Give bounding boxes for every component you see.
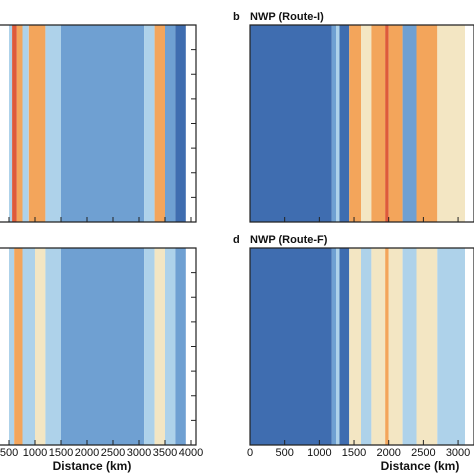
panel-c-band-9 <box>175 248 186 445</box>
panel-b-band-6 <box>371 25 386 222</box>
panel-c-xtick-label-7: 4000 <box>179 447 203 459</box>
panel-b-heatmap <box>249 24 474 223</box>
panel-b-band-5 <box>361 25 372 222</box>
panel-c-band-6 <box>144 248 155 445</box>
panel-d-xtick-label-1: 500 <box>275 447 293 459</box>
panel-b-band-0 <box>250 25 332 222</box>
panel-a-band-0 <box>9 25 13 222</box>
panel-c-xtick-label-5: 3000 <box>127 447 151 459</box>
panel-b-band-7 <box>385 25 389 222</box>
panel-d-band-11 <box>437 248 465 445</box>
panel-b-band-8 <box>388 25 403 222</box>
panel-b-band-2 <box>336 25 340 222</box>
panel-d-band-3 <box>339 248 350 445</box>
panel-a-band-5 <box>45 25 61 222</box>
panel-d-letter: d <box>233 234 240 246</box>
panel-c-band-3 <box>35 248 46 445</box>
panel-a-band-4 <box>28 25 46 222</box>
panel-d-band-6 <box>371 248 386 445</box>
panel-c-band-0 <box>9 248 15 445</box>
panel-b-band-11 <box>437 25 465 222</box>
panel-a-band-6 <box>61 25 145 222</box>
panel-a-band-2 <box>16 25 23 222</box>
panel-c-band-7 <box>154 248 165 445</box>
panel-c-band-4 <box>45 248 61 445</box>
panel-a-band-3 <box>22 25 29 222</box>
panel-c-band-2 <box>22 248 35 445</box>
panel-d-band-0 <box>250 248 332 445</box>
x-axis-label-right: Distance (km) <box>381 459 460 473</box>
panel-d-band-7 <box>385 248 389 445</box>
panel-c-xtick-label-4: 2500 <box>101 447 125 459</box>
panel-c-band-5 <box>61 248 145 445</box>
panel-d-band-1 <box>331 248 336 445</box>
panel-c-xtick-label-0: 500 <box>0 447 18 459</box>
panel-d-xtick-label-0: 0 <box>247 447 253 459</box>
panel-d-band-5 <box>361 248 372 445</box>
panel-a-heatmap <box>0 24 197 223</box>
panel-b-band-4 <box>349 25 361 222</box>
panel-b-letter: b <box>233 11 240 23</box>
panel-c-heatmap: 500 1000 1500 2000 2500 3000 3500 4000 <box>0 247 203 459</box>
panel-a-band-7 <box>144 25 155 222</box>
panel-b-band-3 <box>339 25 350 222</box>
panel-d-title: NWP (Route-F) <box>250 234 328 246</box>
panel-d-band-4 <box>349 248 361 445</box>
panel-c-xtick-label-3: 2000 <box>75 447 99 459</box>
panel-d-band-9 <box>402 248 417 445</box>
panel-c-xtick-label-1: 1000 <box>23 447 47 459</box>
panel-a-band-10 <box>175 25 186 222</box>
panel-b-title: NWP (Route-I) <box>250 11 324 23</box>
panel-b-band-9 <box>402 25 417 222</box>
panel-d-band-2 <box>336 248 340 445</box>
panel-d-xtick-label-3: 1500 <box>342 447 366 459</box>
panel-b-frame <box>249 24 474 223</box>
panel-d-xtick-label-4: 2000 <box>376 447 400 459</box>
panel-d-xtick-label-5: 2500 <box>411 447 435 459</box>
x-axis-label-left: Distance (km) <box>53 459 132 473</box>
panel-a-band-1 <box>12 25 17 222</box>
panel-d-xtick-label-6: 3000 <box>446 447 470 459</box>
panel-d-band-10 <box>416 248 438 445</box>
panel-c-band-1 <box>14 248 23 445</box>
panel-c-xtick-label-6: 3500 <box>153 447 177 459</box>
panel-c-xtick-label-2: 1500 <box>49 447 73 459</box>
panel-d-frame <box>249 247 474 446</box>
panel-c-band-8 <box>165 248 176 445</box>
panel-d-band-8 <box>388 248 403 445</box>
panel-d-heatmap: 0 500 1000 1500 2000 2500 3000 <box>247 247 474 459</box>
panel-b-band-1 <box>331 25 336 222</box>
panel-d-xtick-label-2: 1000 <box>307 447 331 459</box>
panel-a-band-8 <box>154 25 165 222</box>
panel-a-band-9 <box>165 25 176 222</box>
panel-b-band-10 <box>416 25 438 222</box>
